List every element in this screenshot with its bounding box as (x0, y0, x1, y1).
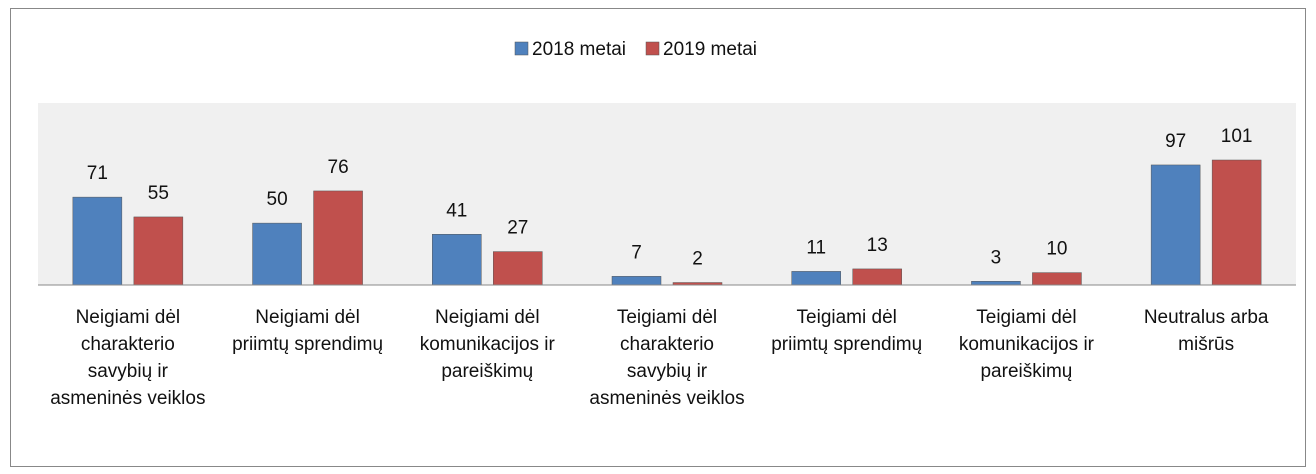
data-label: 55 (148, 183, 169, 204)
bar (432, 234, 482, 286)
data-label: 10 (1046, 239, 1067, 260)
x-tick-label: Teigiami dėl komunikacijos ir pareiškimų (958, 307, 1094, 382)
x-tick-label: Teigiami dėl priimtų sprendimų (771, 307, 923, 355)
plot-area (38, 103, 1296, 285)
x-tick-label: Neigiami dėl komunikacijos ir pareiškimų (419, 307, 555, 382)
x-tick-label: Neigiami dėl charakterio savybių ir asme… (50, 307, 206, 409)
bar (852, 268, 902, 286)
bar (133, 216, 184, 286)
data-label: 7 (631, 242, 642, 263)
bar (72, 196, 123, 286)
bar (1211, 159, 1262, 286)
data-label: 50 (267, 189, 288, 210)
bar (252, 222, 302, 286)
bar (791, 271, 841, 286)
data-label: 27 (507, 218, 528, 239)
bar (611, 276, 662, 286)
x-tick-label: Teigiami dėl charakterio savybių ir asme… (589, 307, 745, 409)
data-label: 71 (87, 163, 108, 184)
x-tick-label: Neutralus arba mišrūs (1143, 307, 1269, 355)
data-label: 13 (867, 235, 888, 256)
data-label: 3 (991, 247, 1002, 268)
data-label: 2 (692, 249, 703, 270)
data-label: 76 (328, 157, 349, 178)
data-label: 101 (1221, 126, 1253, 147)
bar (1032, 272, 1082, 286)
legend-label: 2019 metai (663, 39, 757, 60)
data-label: 97 (1165, 131, 1186, 152)
legend-swatch (645, 41, 660, 56)
bar (493, 251, 543, 286)
bar (1150, 164, 1201, 286)
legend-swatch (514, 41, 529, 56)
bar (971, 281, 1021, 286)
bar (313, 190, 363, 286)
data-label: 41 (446, 200, 467, 221)
x-tick-label: Neigiami dėl priimtų sprendimų (232, 307, 384, 355)
data-label: 11 (806, 237, 826, 258)
legend-label: 2018 metai (532, 39, 626, 60)
